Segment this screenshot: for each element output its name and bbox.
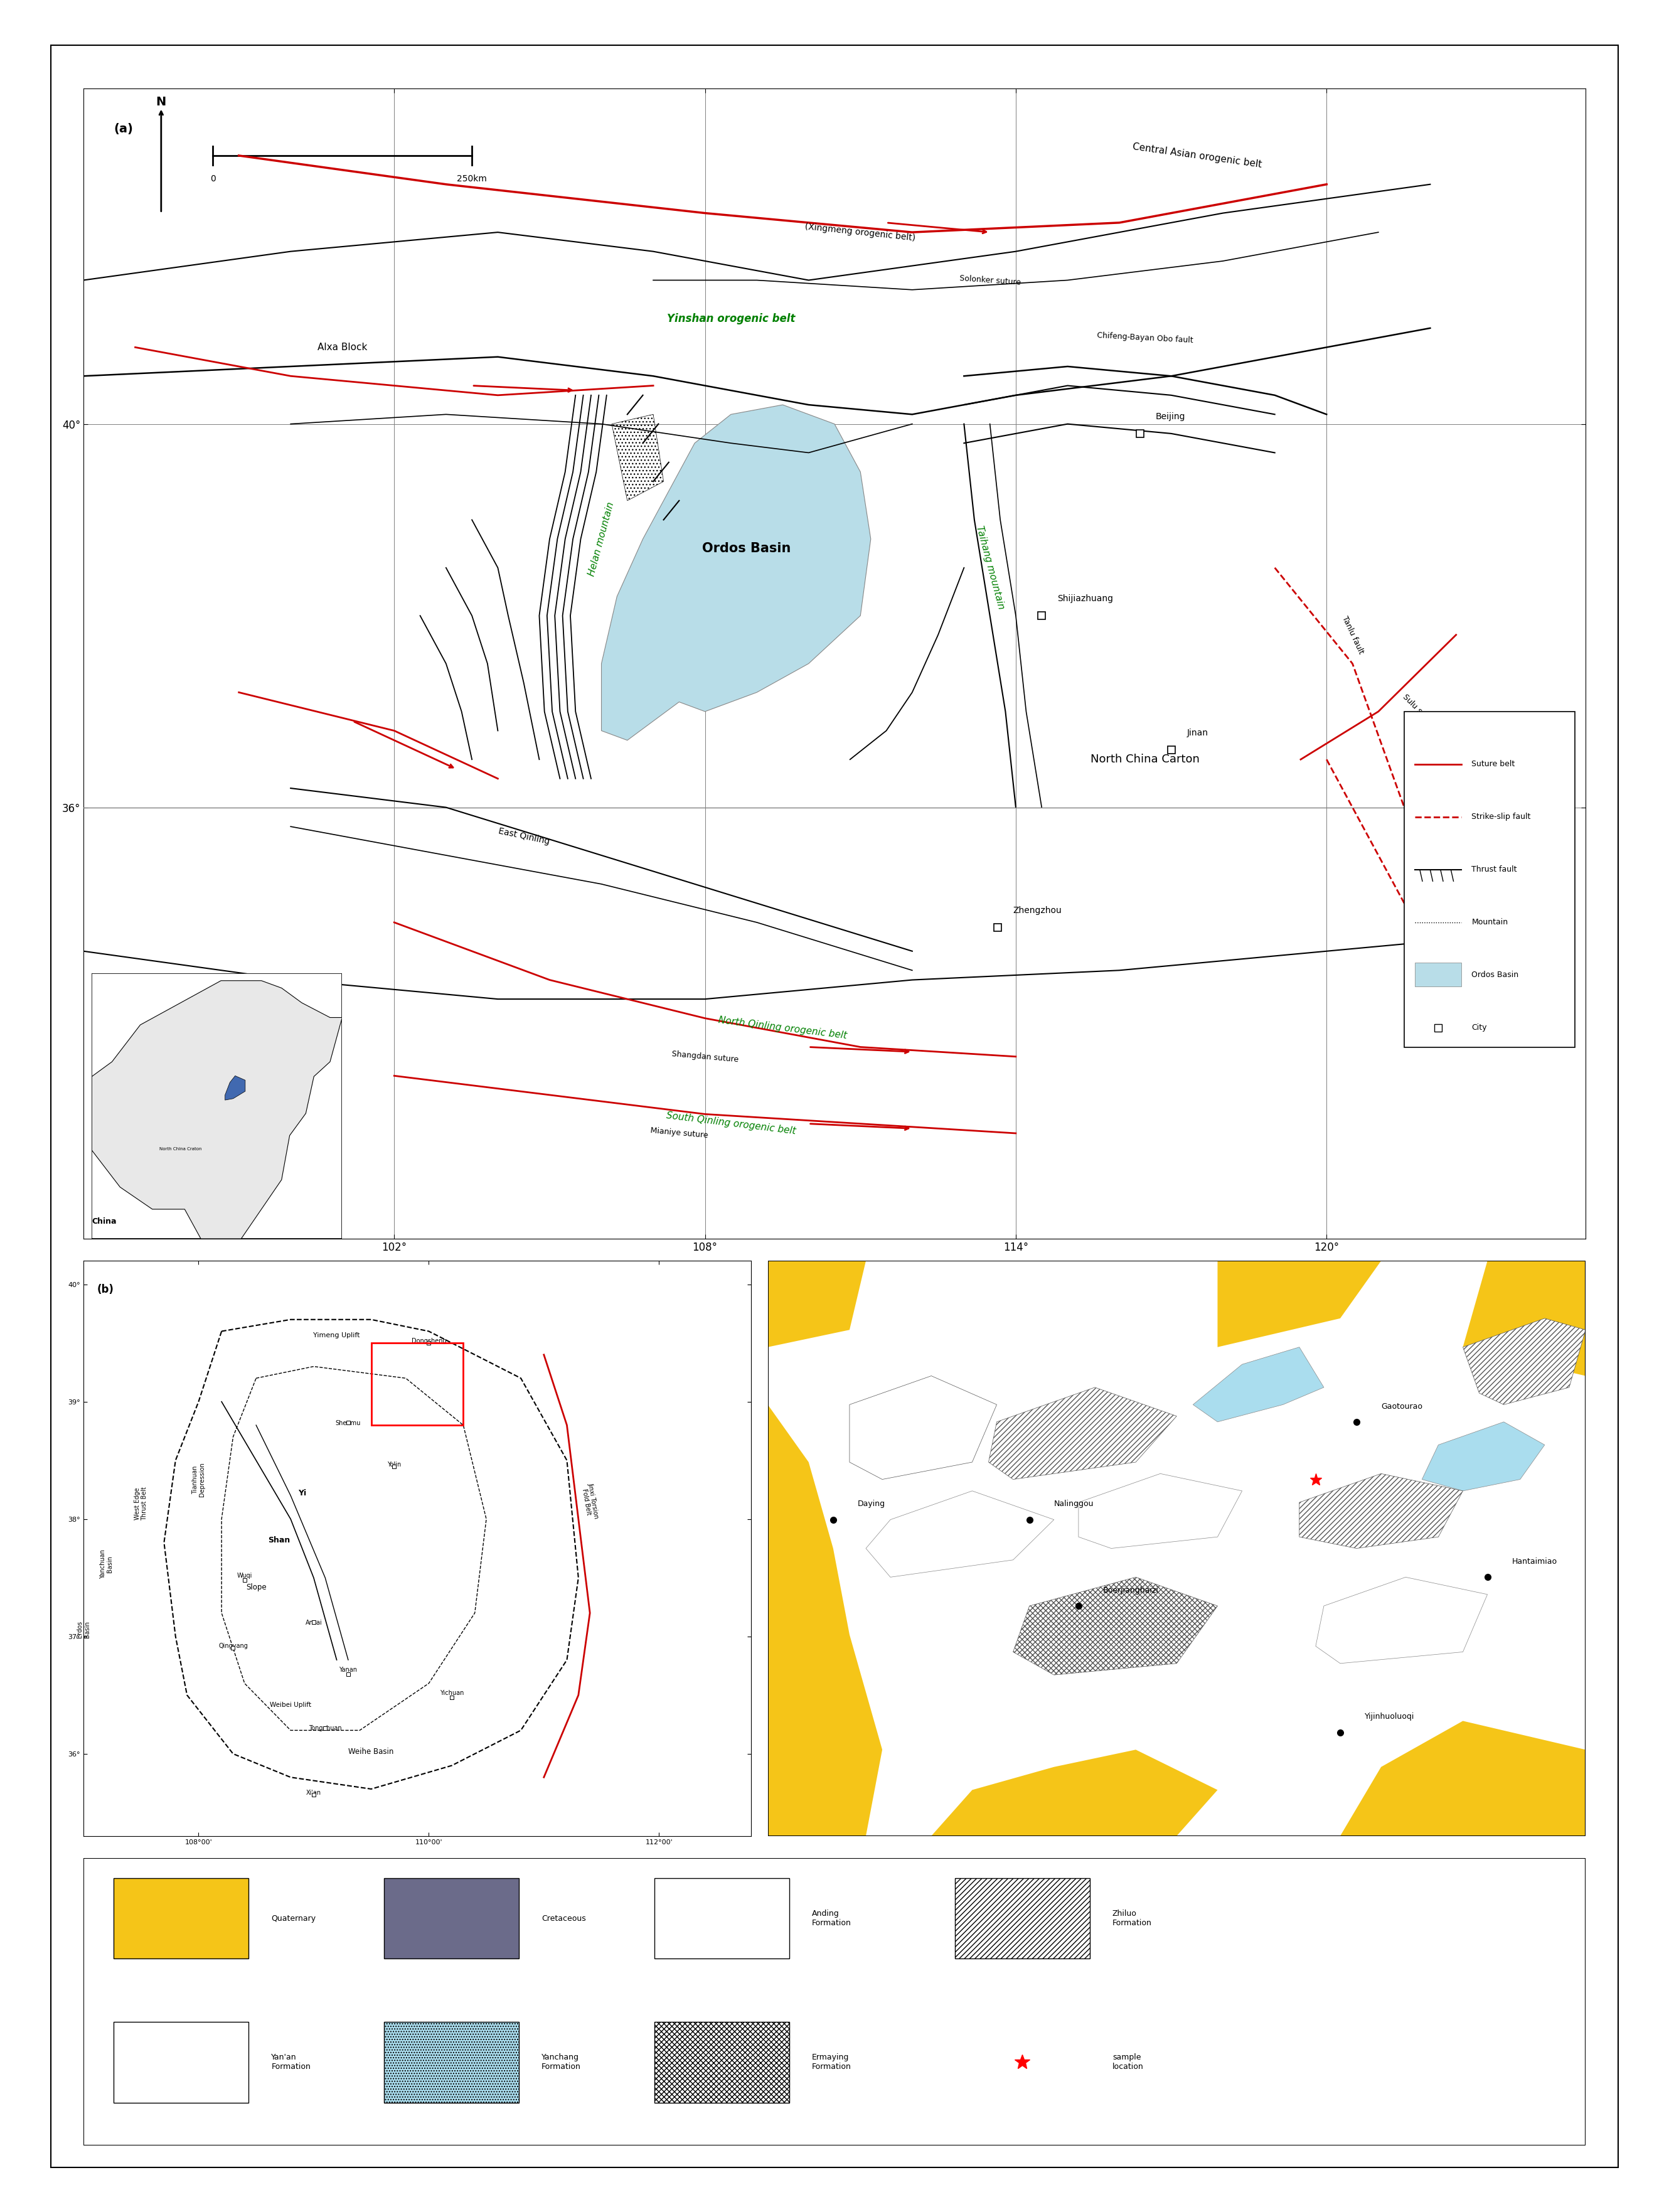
Text: Erdos
Basin: Erdos Basin — [77, 1621, 90, 1637]
Text: Quaternary: Quaternary — [270, 1913, 315, 1922]
Text: Xi'an: Xi'an — [305, 1790, 320, 1796]
Text: Jinan: Jinan — [1187, 728, 1208, 737]
Bar — [384, 2022, 519, 2101]
Text: Yanchang
Formation: Yanchang Formation — [542, 2053, 581, 2070]
Text: City: City — [1472, 1024, 1487, 1033]
Text: Yijinhuoluoqi: Yijinhuoluoqi — [1365, 1712, 1415, 1721]
Text: North Qinling orogenic belt: North Qinling orogenic belt — [718, 1015, 848, 1040]
Text: South Qinling orogenic belt: South Qinling orogenic belt — [666, 1110, 796, 1137]
Bar — [654, 2022, 789, 2101]
Bar — [654, 1878, 789, 1960]
Polygon shape — [1300, 1473, 1462, 1548]
Text: Yi: Yi — [299, 1489, 307, 1498]
Text: Weibei Uplift: Weibei Uplift — [270, 1701, 312, 1708]
Text: Yanchuan
Basin: Yanchuan Basin — [100, 1551, 113, 1579]
Text: Thrust fault: Thrust fault — [1472, 865, 1517, 874]
Bar — [1404, 712, 1576, 1046]
Text: Alxa Block: Alxa Block — [317, 343, 367, 352]
Text: Jinxi Torsion
Fold Belt: Jinxi Torsion Fold Belt — [581, 1482, 599, 1520]
Text: Shan: Shan — [269, 1537, 290, 1544]
Text: Mountain: Mountain — [1472, 918, 1509, 927]
Text: Sulu suture: Sulu suture — [1402, 692, 1439, 730]
Polygon shape — [601, 405, 871, 741]
Text: Yanan: Yanan — [339, 1666, 357, 1672]
Text: Daying: Daying — [858, 1500, 885, 1509]
Bar — [1415, 962, 1462, 987]
Polygon shape — [1340, 1721, 1586, 1836]
Bar — [113, 1878, 249, 1960]
Text: East Qinling: East Qinling — [497, 827, 551, 845]
Polygon shape — [1013, 1577, 1218, 1674]
Text: (b): (b) — [97, 1283, 113, 1296]
Polygon shape — [988, 1387, 1177, 1480]
Text: Zhiluo
Formation: Zhiluo Formation — [1112, 1909, 1152, 1927]
Text: North China Carton: North China Carton — [1092, 754, 1200, 765]
Text: Chifeng-Bayan Obo fault: Chifeng-Bayan Obo fault — [1097, 332, 1193, 345]
Text: Mianiye suture: Mianiye suture — [649, 1126, 708, 1139]
Text: Slope: Slope — [245, 1584, 267, 1590]
Text: Hantaimiao: Hantaimiao — [1512, 1557, 1557, 1566]
Polygon shape — [1078, 1473, 1242, 1548]
Polygon shape — [1462, 1261, 1586, 1376]
Text: Gaotourao: Gaotourao — [1382, 1402, 1422, 1411]
Text: Yolin: Yolin — [387, 1462, 401, 1467]
Text: (a): (a) — [113, 124, 134, 135]
Text: Shijiazhuang: Shijiazhuang — [1056, 595, 1113, 604]
Text: Central Asian orogenic belt: Central Asian orogenic belt — [1132, 142, 1262, 170]
Polygon shape — [1218, 1261, 1382, 1347]
Bar — [955, 1878, 1090, 1960]
Polygon shape — [866, 1491, 1055, 1577]
Text: Weihe Basin: Weihe Basin — [349, 1747, 394, 1756]
Bar — [384, 1878, 519, 1960]
Text: Taihang mountain: Taihang mountain — [975, 524, 1006, 611]
Polygon shape — [768, 1405, 883, 1836]
Text: (Xingmeng orogenic belt): (Xingmeng orogenic belt) — [804, 221, 916, 243]
Text: Yichuan: Yichuan — [439, 1690, 464, 1697]
Text: Suture belt: Suture belt — [1472, 761, 1515, 768]
Bar — [371, 1343, 464, 1425]
Text: Shenmu: Shenmu — [335, 1420, 361, 1427]
Bar — [113, 2022, 249, 2101]
Text: Tianhuan
Depression: Tianhuan Depression — [192, 1462, 205, 1498]
Text: Shangdan suture: Shangdan suture — [671, 1051, 739, 1064]
Text: Tongchuan: Tongchuan — [309, 1725, 342, 1732]
Text: Yan'an
Formation: Yan'an Formation — [270, 2053, 310, 2070]
Text: Ansai: Ansai — [305, 1619, 322, 1626]
Text: Ordos Basin: Ordos Basin — [703, 542, 791, 555]
Text: North China Craton: North China Craton — [160, 1148, 202, 1150]
Text: Qingyang: Qingyang — [219, 1644, 247, 1650]
Text: sample
location: sample location — [1112, 2053, 1143, 2070]
Text: China: China — [92, 1217, 117, 1225]
Text: Tanlu fault: Tanlu fault — [1340, 615, 1365, 655]
Text: Wuqi: Wuqi — [237, 1573, 252, 1579]
Text: Strike-slip fault: Strike-slip fault — [1472, 812, 1530, 821]
Text: N: N — [155, 95, 167, 108]
Polygon shape — [768, 1261, 866, 1347]
Text: Dongsheng: Dongsheng — [411, 1338, 446, 1345]
Text: Beijing: Beijing — [1155, 411, 1185, 420]
Text: Anding
Formation: Anding Formation — [811, 1909, 851, 1927]
Text: 0: 0 — [210, 175, 215, 184]
Polygon shape — [1315, 1577, 1487, 1663]
Text: Solonker suture: Solonker suture — [960, 274, 1021, 285]
Text: Helan mountain: Helan mountain — [587, 500, 616, 577]
Text: Ordos Basin: Ordos Basin — [1472, 971, 1519, 980]
Polygon shape — [850, 1376, 996, 1480]
Text: Cretaceous: Cretaceous — [542, 1913, 586, 1922]
Polygon shape — [1422, 1422, 1545, 1491]
Text: Yimeng Uplift: Yimeng Uplift — [314, 1332, 361, 1338]
Text: 250km: 250km — [457, 175, 487, 184]
Text: Nalinggou: Nalinggou — [1055, 1500, 1093, 1509]
Polygon shape — [931, 1750, 1218, 1836]
Polygon shape — [225, 1075, 245, 1099]
Text: Ermaying
Formation: Ermaying Formation — [811, 2053, 851, 2070]
Text: Yinshan orogenic belt: Yinshan orogenic belt — [666, 312, 794, 325]
Text: West Edge
Thrust Belt: West Edge Thrust Belt — [134, 1486, 149, 1520]
Polygon shape — [92, 980, 342, 1239]
Polygon shape — [1193, 1347, 1324, 1422]
Polygon shape — [1462, 1318, 1586, 1405]
Text: Zhengzhou: Zhengzhou — [1013, 907, 1061, 916]
Text: Boerjianghaizi: Boerjianghaizi — [1103, 1586, 1158, 1595]
